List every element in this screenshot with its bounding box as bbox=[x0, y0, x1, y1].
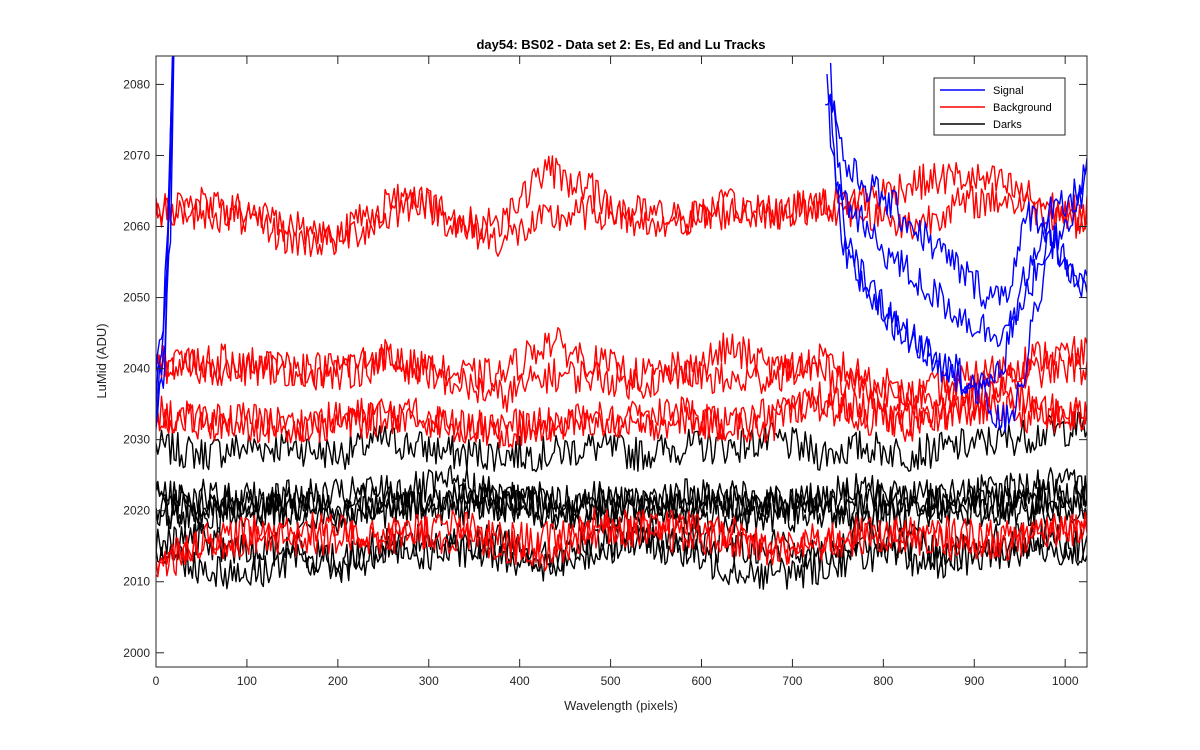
x-tick-label-0: 0 bbox=[153, 674, 160, 688]
series-layer bbox=[156, 56, 1087, 590]
legend-label-background: Background bbox=[993, 102, 1052, 114]
series-line-background-5 bbox=[156, 161, 1087, 258]
series-line-background-7 bbox=[156, 332, 1087, 413]
series-line-darks-18 bbox=[156, 518, 1087, 577]
y-axis-label: LuMid (ADU) bbox=[94, 323, 109, 398]
series-line-signal-2-part-0 bbox=[156, 56, 175, 426]
y-tick-label-3: 2030 bbox=[123, 433, 150, 447]
legend: Signal Background Darks bbox=[933, 77, 1066, 136]
series-line-signal-2-part-1 bbox=[826, 74, 1087, 405]
x-tick-label-8: 800 bbox=[873, 674, 893, 688]
y-axis-ticks: 2000 2010 2020 2030 2040 2050 2060 2070 2080 bbox=[123, 77, 1087, 660]
series-line-darks-12 bbox=[156, 411, 1087, 473]
x-tick-label-7: 700 bbox=[782, 674, 802, 688]
series-line-darks-16 bbox=[156, 464, 1087, 521]
series-line-signal-1-part-1 bbox=[825, 102, 1087, 348]
x-axis-ticks: 0 100 200 300 400 500 600 700 800 900 1000 bbox=[153, 56, 1079, 688]
series-line-signal-3-part-1 bbox=[829, 62, 1087, 433]
x-tick-label-6: 600 bbox=[691, 674, 711, 688]
series-line-background-9 bbox=[156, 376, 1087, 449]
y-tick-label-4: 2040 bbox=[123, 362, 150, 376]
y-tick-label-8: 2080 bbox=[123, 77, 150, 91]
y-tick-label-6: 2060 bbox=[123, 220, 150, 234]
legend-label-signal: Signal bbox=[993, 85, 1024, 97]
x-tick-label-1: 100 bbox=[237, 674, 257, 688]
x-axis-label: Wavelength (pixels) bbox=[564, 698, 678, 713]
chart-title: day54: BS02 - Data set 2: Es, Ed and Lu … bbox=[476, 37, 765, 52]
x-tick-label-3: 300 bbox=[419, 674, 439, 688]
x-tick-label-10: 1000 bbox=[1052, 674, 1079, 688]
series-line-background-8 bbox=[156, 387, 1087, 444]
plot-background bbox=[156, 56, 1087, 667]
y-tick-label-1: 2010 bbox=[123, 575, 150, 589]
x-tick-label-2: 200 bbox=[328, 674, 348, 688]
series-line-signal-3-part-0 bbox=[156, 56, 174, 409]
y-tick-label-5: 2050 bbox=[123, 291, 150, 305]
series-line-signal-0-part-1 bbox=[828, 94, 1087, 310]
x-tick-label-5: 500 bbox=[601, 674, 621, 688]
y-tick-label-2: 2020 bbox=[123, 504, 150, 518]
x-tick-label-9: 900 bbox=[964, 674, 984, 688]
y-tick-label-0: 2000 bbox=[123, 646, 150, 660]
y-tick-label-7: 2070 bbox=[123, 148, 150, 162]
x-tick-label-4: 400 bbox=[510, 674, 530, 688]
series-line-background-4 bbox=[156, 155, 1087, 252]
series-line-background-11 bbox=[156, 506, 1087, 578]
legend-label-darks: Darks bbox=[993, 119, 1022, 131]
plot-frame bbox=[155, 55, 1088, 668]
